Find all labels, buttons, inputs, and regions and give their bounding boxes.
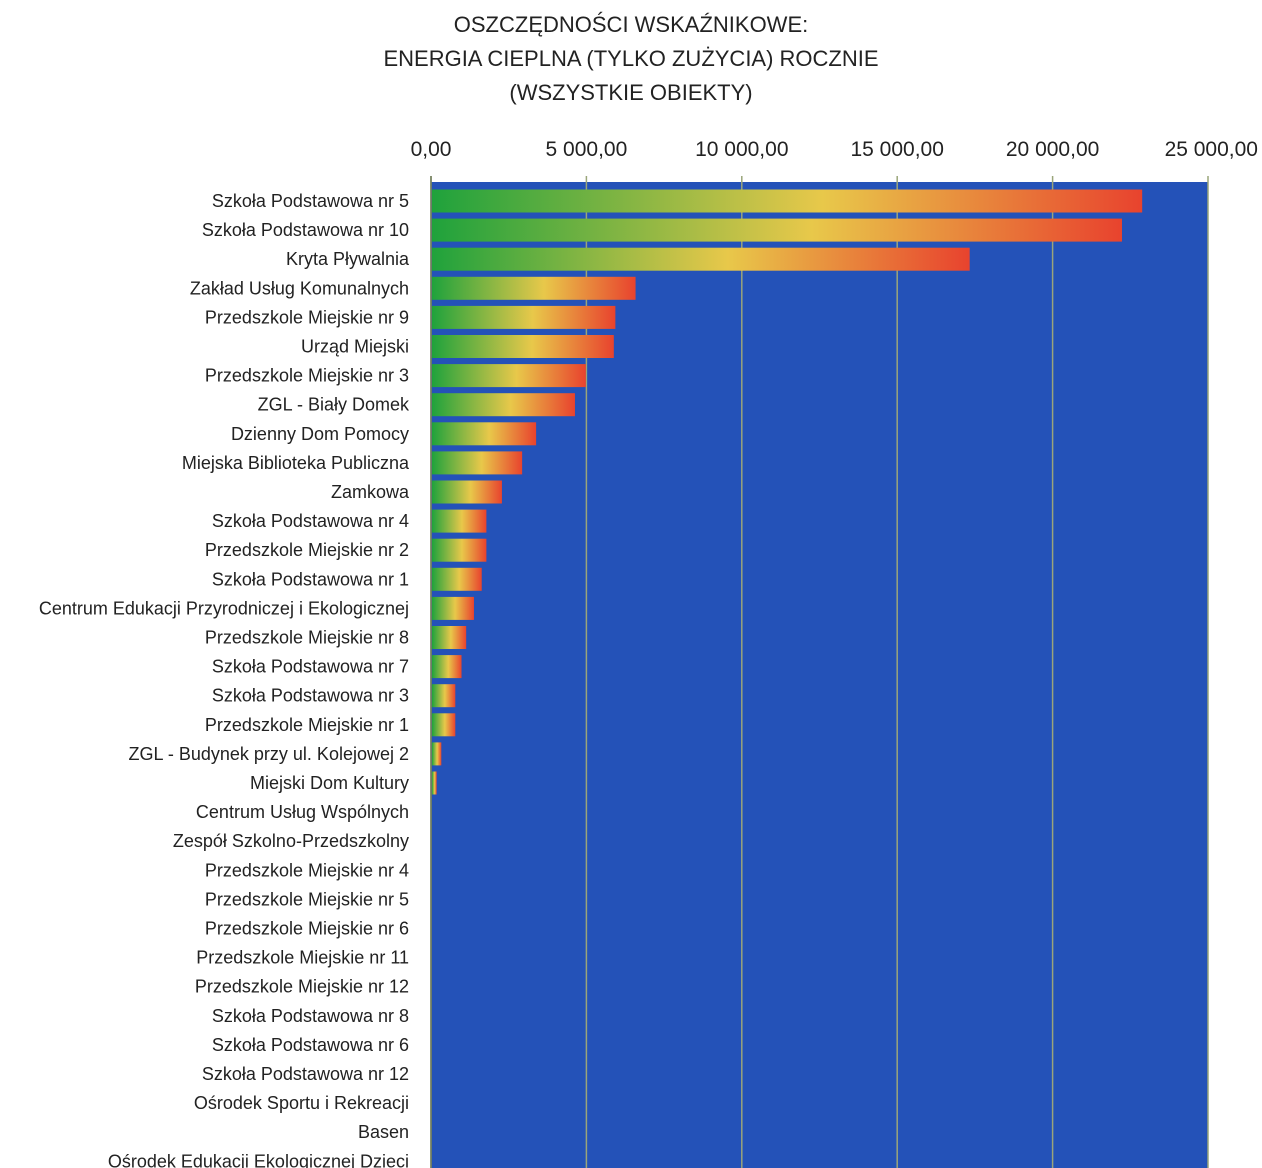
- category-label: Przedszkole Miejskie nr 2: [205, 540, 409, 560]
- bars: [432, 189, 1143, 795]
- bar: [432, 626, 467, 649]
- chart-title: OSZCZĘDNOŚCI WSKAŹNIKOWE: ENERGIA CIEPLNA…: [383, 12, 878, 105]
- category-label: Przedszkole Miejskie nr 4: [205, 860, 409, 880]
- category-label: Szkoła Podstawowa nr 12: [202, 1064, 409, 1084]
- category-label: Basen: [358, 1122, 409, 1142]
- plot-area: [431, 182, 1208, 1168]
- bar: [432, 305, 616, 329]
- x-axis-ticks: 0,00 5 000,00 10 000,00 15 000,00 20 000,00 2…: [411, 138, 1258, 161]
- category-label: Dzienny Dom Pomocy: [231, 424, 409, 444]
- bar: [432, 538, 487, 562]
- category-label: Ośrodek Edukacji Ekologicznej Dzieci: [108, 1151, 409, 1168]
- bar: [432, 480, 502, 504]
- category-label: Przedszkole Miejskie nr 1: [205, 715, 409, 735]
- bar: [432, 451, 523, 475]
- bar: [432, 189, 1143, 213]
- chart-title-line: ENERGIA CIEPLNA (TYLKO ZUŻYCIA) ROCZNIE: [383, 46, 878, 71]
- category-label: Przedszkole Miejskie nr 5: [205, 889, 409, 909]
- category-label: Szkoła Podstawowa nr 10: [202, 220, 409, 240]
- bar: [432, 655, 462, 679]
- bar: [432, 713, 456, 737]
- bar: [432, 509, 487, 533]
- category-label: Szkoła Podstawowa nr 1: [212, 569, 409, 589]
- category-label: Centrum Usług Wspólnych: [196, 802, 409, 822]
- category-label: Szkoła Podstawowa nr 3: [212, 686, 409, 706]
- category-label: Zakład Usług Komunalnych: [190, 278, 409, 298]
- category-label: Ośrodek Sportu i Rekreacji: [194, 1093, 409, 1113]
- category-label: Zespół Szkolno-Przedszkolny: [173, 831, 409, 851]
- bar: [432, 771, 437, 795]
- category-label: Kryta Pływalnia: [286, 249, 410, 269]
- x-tick-label: 20 000,00: [1006, 138, 1099, 161]
- bar: [432, 218, 1122, 242]
- category-labels: Szkoła Podstawowa nr 5 Szkoła Podstawowa …: [39, 191, 410, 1168]
- bar: [432, 393, 575, 417]
- bar: [432, 422, 537, 446]
- category-label: Szkoła Podstawowa nr 8: [212, 1006, 409, 1026]
- category-label: ZGL - Biały Domek: [258, 395, 410, 415]
- chart-title-line: OSZCZĘDNOŚCI WSKAŹNIKOWE:: [454, 12, 808, 37]
- bar: [432, 684, 456, 708]
- bar: [432, 247, 970, 271]
- category-label: Przedszkole Miejskie nr 12: [195, 977, 409, 997]
- category-label: Szkoła Podstawowa nr 5: [212, 191, 409, 211]
- x-tick-label: 15 000,00: [850, 138, 943, 161]
- category-label: Zamkowa: [331, 482, 410, 502]
- bar: [432, 596, 474, 620]
- bar: [432, 364, 586, 388]
- category-label: Miejski Dom Kultury: [250, 773, 409, 793]
- bar: [432, 276, 636, 300]
- category-label: Szkoła Podstawowa nr 6: [212, 1035, 409, 1055]
- category-label: Szkoła Podstawowa nr 7: [212, 657, 409, 677]
- category-label: ZGL - Budynek przy ul. Kolejowej 2: [129, 744, 409, 764]
- category-label: Przedszkole Miejskie nr 6: [205, 919, 409, 939]
- bar: [432, 742, 442, 766]
- category-label: Urząd Miejski: [301, 337, 409, 357]
- category-label: Szkoła Podstawowa nr 4: [212, 511, 409, 531]
- category-label: Przedszkole Miejskie nr 9: [205, 307, 409, 327]
- category-label: Centrum Edukacji Przyrodniczej i Ekologi…: [39, 598, 409, 618]
- x-tick-label: 25 000,00: [1165, 138, 1258, 161]
- bar: [432, 567, 482, 591]
- category-label: Przedszkole Miejskie nr 11: [196, 948, 409, 968]
- category-label: Miejska Biblioteka Publiczna: [182, 453, 410, 473]
- bar: [432, 335, 614, 358]
- category-label: Przedszkole Miejskie nr 8: [205, 628, 409, 648]
- category-label: Przedszkole Miejskie nr 3: [205, 366, 409, 386]
- x-tick-label: 10 000,00: [695, 138, 788, 161]
- x-tick-label: 0,00: [411, 138, 452, 161]
- chart-title-line: (WSZYSTKIE OBIEKTY): [509, 80, 752, 105]
- x-tick-label: 5 000,00: [546, 138, 628, 161]
